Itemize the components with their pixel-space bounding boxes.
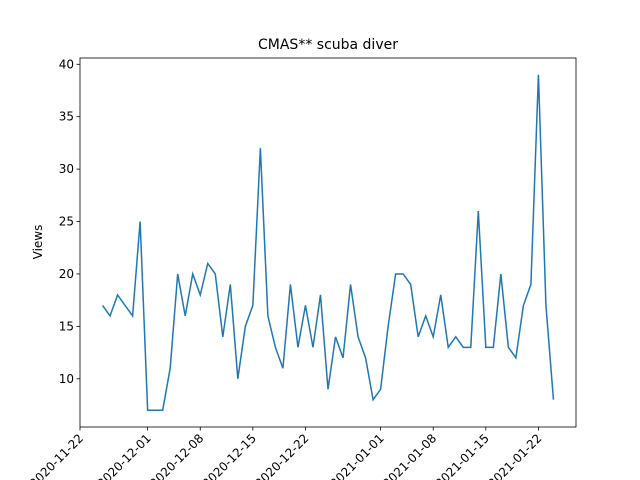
y-tick-label: 35 <box>59 110 74 124</box>
y-tick-label: 20 <box>59 267 74 281</box>
y-axis-label: Views <box>31 225 45 260</box>
y-tick-label: 10 <box>59 372 74 386</box>
axes-frame <box>79 57 577 428</box>
y-tick-label: 15 <box>59 319 74 333</box>
chart-title: CMAS** scuba diver <box>258 37 398 53</box>
line-series <box>101 74 555 411</box>
y-tick-label: 30 <box>59 162 74 176</box>
y-tick-label: 40 <box>59 57 74 71</box>
y-tick-label: 25 <box>59 215 74 229</box>
